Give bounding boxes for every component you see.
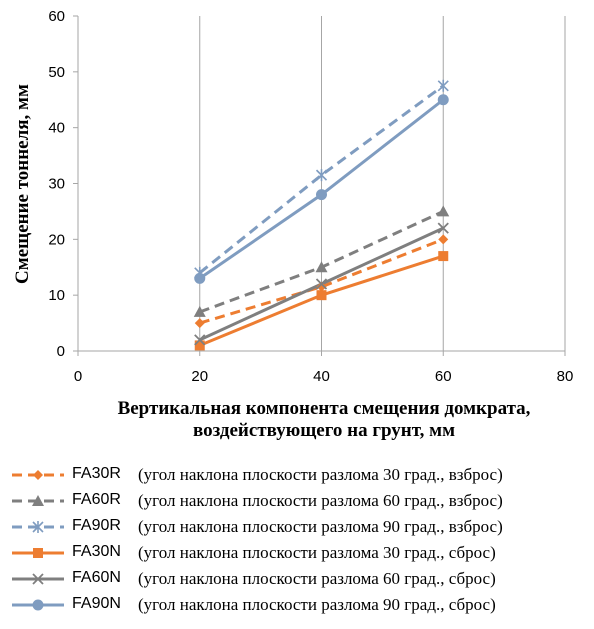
data-point-FA60R-60 [437,205,450,217]
y-tick-label-0: 0 [57,343,65,360]
x-tick-label-60: 60 [435,368,452,385]
legend-item-FA90R: FA90R (угол наклона плоскости разлома 90 … [10,514,590,540]
legend-item-FA90N: FA90N (угол наклона плоскости разлома 90 … [10,592,590,618]
x-tick-label-0: 0 [74,368,82,385]
data-point-FA60R-40 [315,261,328,273]
legend-swatch-FA30R [12,470,64,480]
y-tick-label-50: 50 [48,64,65,81]
legend-code: FA30R [72,465,121,482]
legend-swatch-FA30N [12,548,64,558]
y-tick-label-30: 30 [48,176,65,193]
legend-code: FA30N [72,543,121,560]
legend-description: (угол наклона плоскости разлома 30 град.… [138,465,503,484]
legend-item-FA30R: FA30R (угол наклона плоскости разлома 30 … [10,462,590,488]
data-point-FA90R-40 [315,169,328,182]
y-tick-label-20: 20 [48,231,65,248]
series-line-FA90R [198,84,445,275]
legend-description: (угол наклона плоскости разлома 90 град.… [138,517,503,536]
legend-marker-FA30R [33,470,43,480]
legend-description: (угол наклона плоскости разлома 60 град.… [138,491,503,510]
data-point-FA30R-20 [194,318,205,329]
data-point-FA30N-20 [194,340,205,351]
legend-swatch-FA60N [12,573,64,585]
legend-code: FA60N [72,569,121,586]
legend-item-FA60N: FA60N (угол наклона плоскости разлома 60 … [10,566,590,592]
data-point-FA90N-40 [316,189,327,201]
y-tick-label-10: 10 [48,287,65,304]
legend-description: (угол наклона плоскости разлома 90 град.… [138,595,496,614]
data-point-FA30R-40 [316,281,327,292]
data-point-FA60N-20 [194,334,206,346]
x-tick-label-20: 20 [191,368,208,385]
legend-marker-FA60N [32,573,44,585]
x-tick-label-40: 40 [313,368,330,385]
legend-swatch-FA90N [12,599,64,611]
axes [73,15,566,356]
legend-swatch-FA90R [12,521,64,533]
data-point-FA30N-40 [316,290,327,301]
legend-marker-FA60R [32,495,44,506]
y-tick-label-60: 60 [48,8,65,25]
data-point-FA60N-40 [315,278,328,290]
legend-marker-FA90R [32,521,44,533]
legend-description: (угол наклона плоскости разлома 30 град.… [138,543,496,562]
x-axis-label-line2: воздействующего на грунт, мм [193,420,455,441]
legend-code: FA90R [72,517,121,534]
legend: FA30R (угол наклона плоскости разлома 30 … [10,462,590,618]
data-point-FA90N-20 [194,272,206,284]
legend-item-FA60R: FA60R (угол наклона плоскости разлома 60 … [10,488,590,514]
legend-item-FA30N: FA30N (угол наклона плоскости разлома 30 … [10,540,590,566]
data-point-FA90N-60 [437,94,449,106]
series-markers [193,79,450,351]
y-axis-label: Смещение тоннеля, мм [12,84,33,284]
data-point-FA60R-20 [193,305,206,317]
data-point-FA30N-60 [438,251,449,262]
legend-marker-FA90N [32,599,44,611]
x-axis-label-line1: Вертикальная компонента смещения домкрат… [118,398,531,419]
legend-code: FA90N [72,595,121,612]
legend-marker-FA30N [33,548,43,558]
data-point-FA90R-60 [437,79,449,92]
x-tick-label-80: 80 [557,368,574,385]
tick-labels: 0 10 20 30 40 50 60 0 20 40 60 80 [48,8,573,385]
series-line-FA30R [199,237,444,325]
grid-lines [199,16,566,351]
data-point-FA60N-60 [437,222,449,234]
data-point-FA30R-60 [438,234,449,245]
legend-description: (угол наклона плоскости разлома 60 град.… [138,569,496,588]
legend-code: FA60R [72,491,121,508]
legend-swatch-FA60R [12,495,64,506]
y-tick-label-40: 40 [48,120,65,137]
